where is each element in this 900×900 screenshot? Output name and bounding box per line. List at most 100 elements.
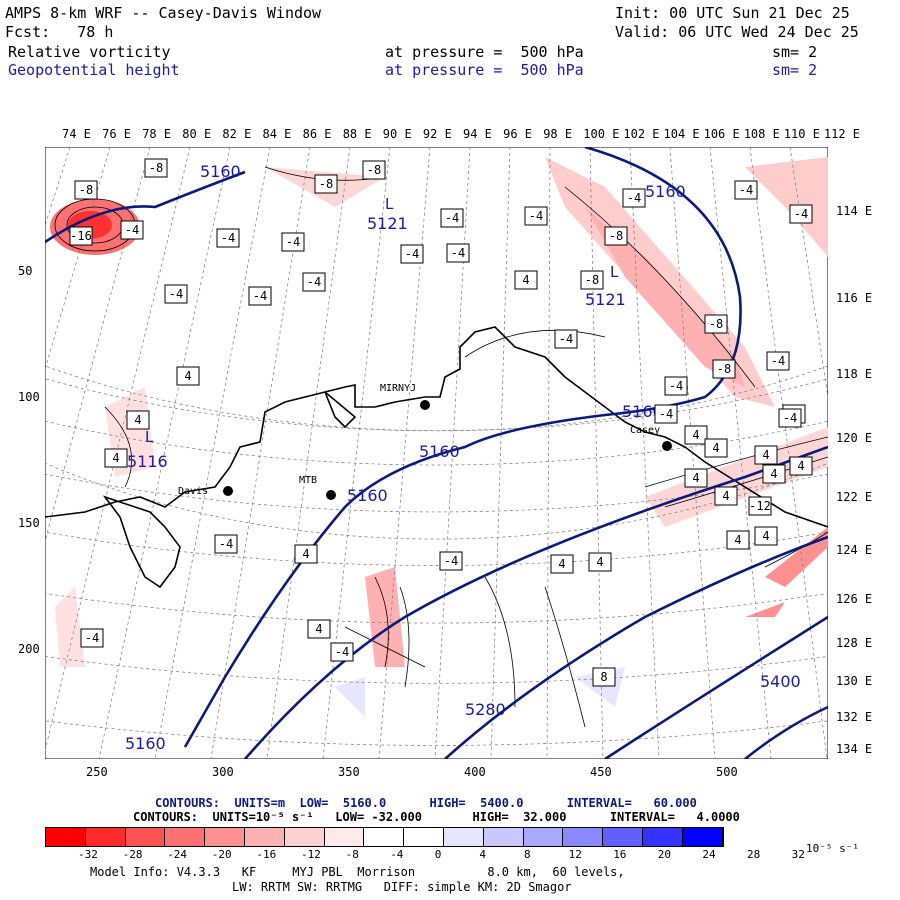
meridian-line [709, 147, 772, 759]
vorticity-shade [55, 587, 85, 667]
map-title: AMPS 8-km WRF -- Casey-Davis Window [5, 4, 322, 22]
height-contour-5400 [744, 705, 828, 759]
svg-text:4: 4 [722, 489, 729, 503]
svg-text:-4: -4 [771, 354, 785, 368]
bottom-axis-label: 450 [590, 765, 612, 779]
svg-text:4: 4 [112, 451, 119, 465]
vorticity-label: -8 [144, 158, 168, 178]
left-axis-label: 200 [18, 642, 40, 656]
vorticity-contour [564, 186, 756, 388]
svg-text:-4: -4 [169, 287, 183, 301]
color-bar-tick: -20 [211, 848, 232, 861]
right-lon-label: 126 E [836, 592, 873, 606]
vorticity-shade [745, 157, 828, 257]
vorticity-label: 4 [550, 554, 574, 574]
contours-height-info: CONTOURS: UNITS=m LOW= 5160.0 HIGH= 5400… [155, 796, 697, 810]
bottom-axis-label: 350 [338, 765, 360, 779]
svg-text:-4: -4 [125, 223, 139, 237]
low-symbols: L L L [145, 195, 619, 446]
color-bar-swatch [165, 828, 206, 846]
bottom-axis-label: 500 [716, 765, 738, 779]
top-lon-label: 86 E [302, 127, 332, 141]
color-bar-swatch [523, 828, 564, 846]
valid-time: Valid: 06 UTC Wed 24 Dec 25 [615, 23, 859, 41]
vorticity-label: -4 [400, 244, 424, 264]
station-davis: Davis [178, 486, 233, 497]
vorticity-label: -8 [74, 180, 98, 200]
vorticity-label: -4 [330, 642, 354, 662]
color-bar-swatch [205, 828, 245, 846]
vorticity-label: 4 [588, 552, 612, 572]
vorticity-label: -8 [604, 226, 628, 246]
vorticity-label: -4 [248, 286, 272, 306]
color-bar-tick: -24 [167, 848, 188, 861]
color-bar-tick: 24 [702, 848, 716, 861]
svg-text:-4: -4 [559, 332, 573, 346]
vorticity-label: -4 [524, 206, 548, 226]
color-bar-swatch [85, 828, 126, 846]
coastline-path [102, 495, 181, 589]
parallel-arc [45, 462, 828, 540]
svg-text:Davis: Davis [178, 486, 208, 497]
vorticity-label: -8 [314, 174, 338, 194]
top-lon-label: 112 E [823, 127, 861, 141]
svg-text:4: 4 [692, 428, 699, 442]
vorticity-label: 4 [126, 410, 150, 430]
svg-text:-4: -4 [783, 411, 797, 425]
stations: MIRNYJ Casey Davis MTB [178, 383, 672, 500]
top-lon-label: 92 E [422, 127, 452, 141]
color-bar-tick: 12 [568, 848, 582, 861]
low-symbol: L [385, 195, 394, 213]
color-bar-tick: -8 [345, 848, 359, 861]
color-bar-tick: -16 [256, 848, 277, 861]
top-lon-label: 94 E [463, 127, 492, 141]
top-lon-label: 110 E [783, 127, 820, 141]
meridian-line [490, 147, 511, 759]
vorticity-contour [484, 576, 516, 708]
height-labels: 5160 5160 5160 5160 5160 5116 5121 5121 5280 5400… [125, 162, 801, 753]
vorticity-label: 4 [684, 425, 708, 445]
color-bar-tick: 28 [747, 848, 761, 861]
top-lon-label: 98 E [543, 127, 573, 141]
vorticity-label: 4 [762, 464, 786, 484]
vorticity-label: -4 [80, 628, 104, 648]
right-lon-label: 134 E [836, 742, 873, 756]
svg-text:4: 4 [522, 273, 529, 287]
svg-text:-4: -4 [451, 246, 465, 260]
coastline [45, 326, 828, 589]
svg-text:-4: -4 [659, 407, 673, 421]
svg-text:4: 4 [712, 441, 719, 455]
left-axis-label: 100 [18, 390, 40, 404]
color-bar-tick: -4 [390, 848, 404, 861]
color-bar-swatch [682, 828, 723, 846]
vorticity-contour [374, 576, 389, 668]
top-lon-label: 96 E [503, 127, 532, 141]
svg-text:4: 4 [770, 467, 777, 481]
right-lon-label: 122 E [836, 490, 873, 504]
vorticity-label: 4 [754, 445, 778, 465]
top-lon-label: 82 E [222, 127, 252, 141]
vorticity-label: -8 [362, 160, 386, 180]
vorticity-label: -4 [734, 180, 758, 200]
top-lon-label: 88 E [342, 127, 372, 141]
svg-text:-4: -4 [529, 209, 543, 223]
low-symbol: L [610, 263, 619, 281]
height-contour-5340 [604, 615, 828, 759]
height-label: 5160 [419, 442, 460, 461]
top-lon-label: 104 E [663, 127, 700, 141]
height-label: 5280 [465, 700, 506, 719]
color-bar-swatch [642, 828, 683, 846]
vorticity-contour [644, 436, 828, 488]
model-info-line2: LW: RRTM SW: RRTMG DIFF: simple KM: 2D S… [232, 880, 572, 894]
vorticity-label: -12 [748, 496, 772, 516]
svg-text:-4: -4 [219, 537, 233, 551]
height-label: 5160 [645, 182, 686, 201]
vorticity-label: -8 [704, 314, 728, 334]
meridian-line [322, 147, 391, 759]
svg-text:MTB: MTB [299, 475, 317, 486]
vorticity-label: -8 [712, 359, 736, 379]
height-contour-5160 [183, 147, 742, 748]
svg-text:-4: -4 [85, 631, 99, 645]
vorticity-label: 4 [294, 544, 318, 564]
station-mtb: MTB [299, 475, 336, 500]
